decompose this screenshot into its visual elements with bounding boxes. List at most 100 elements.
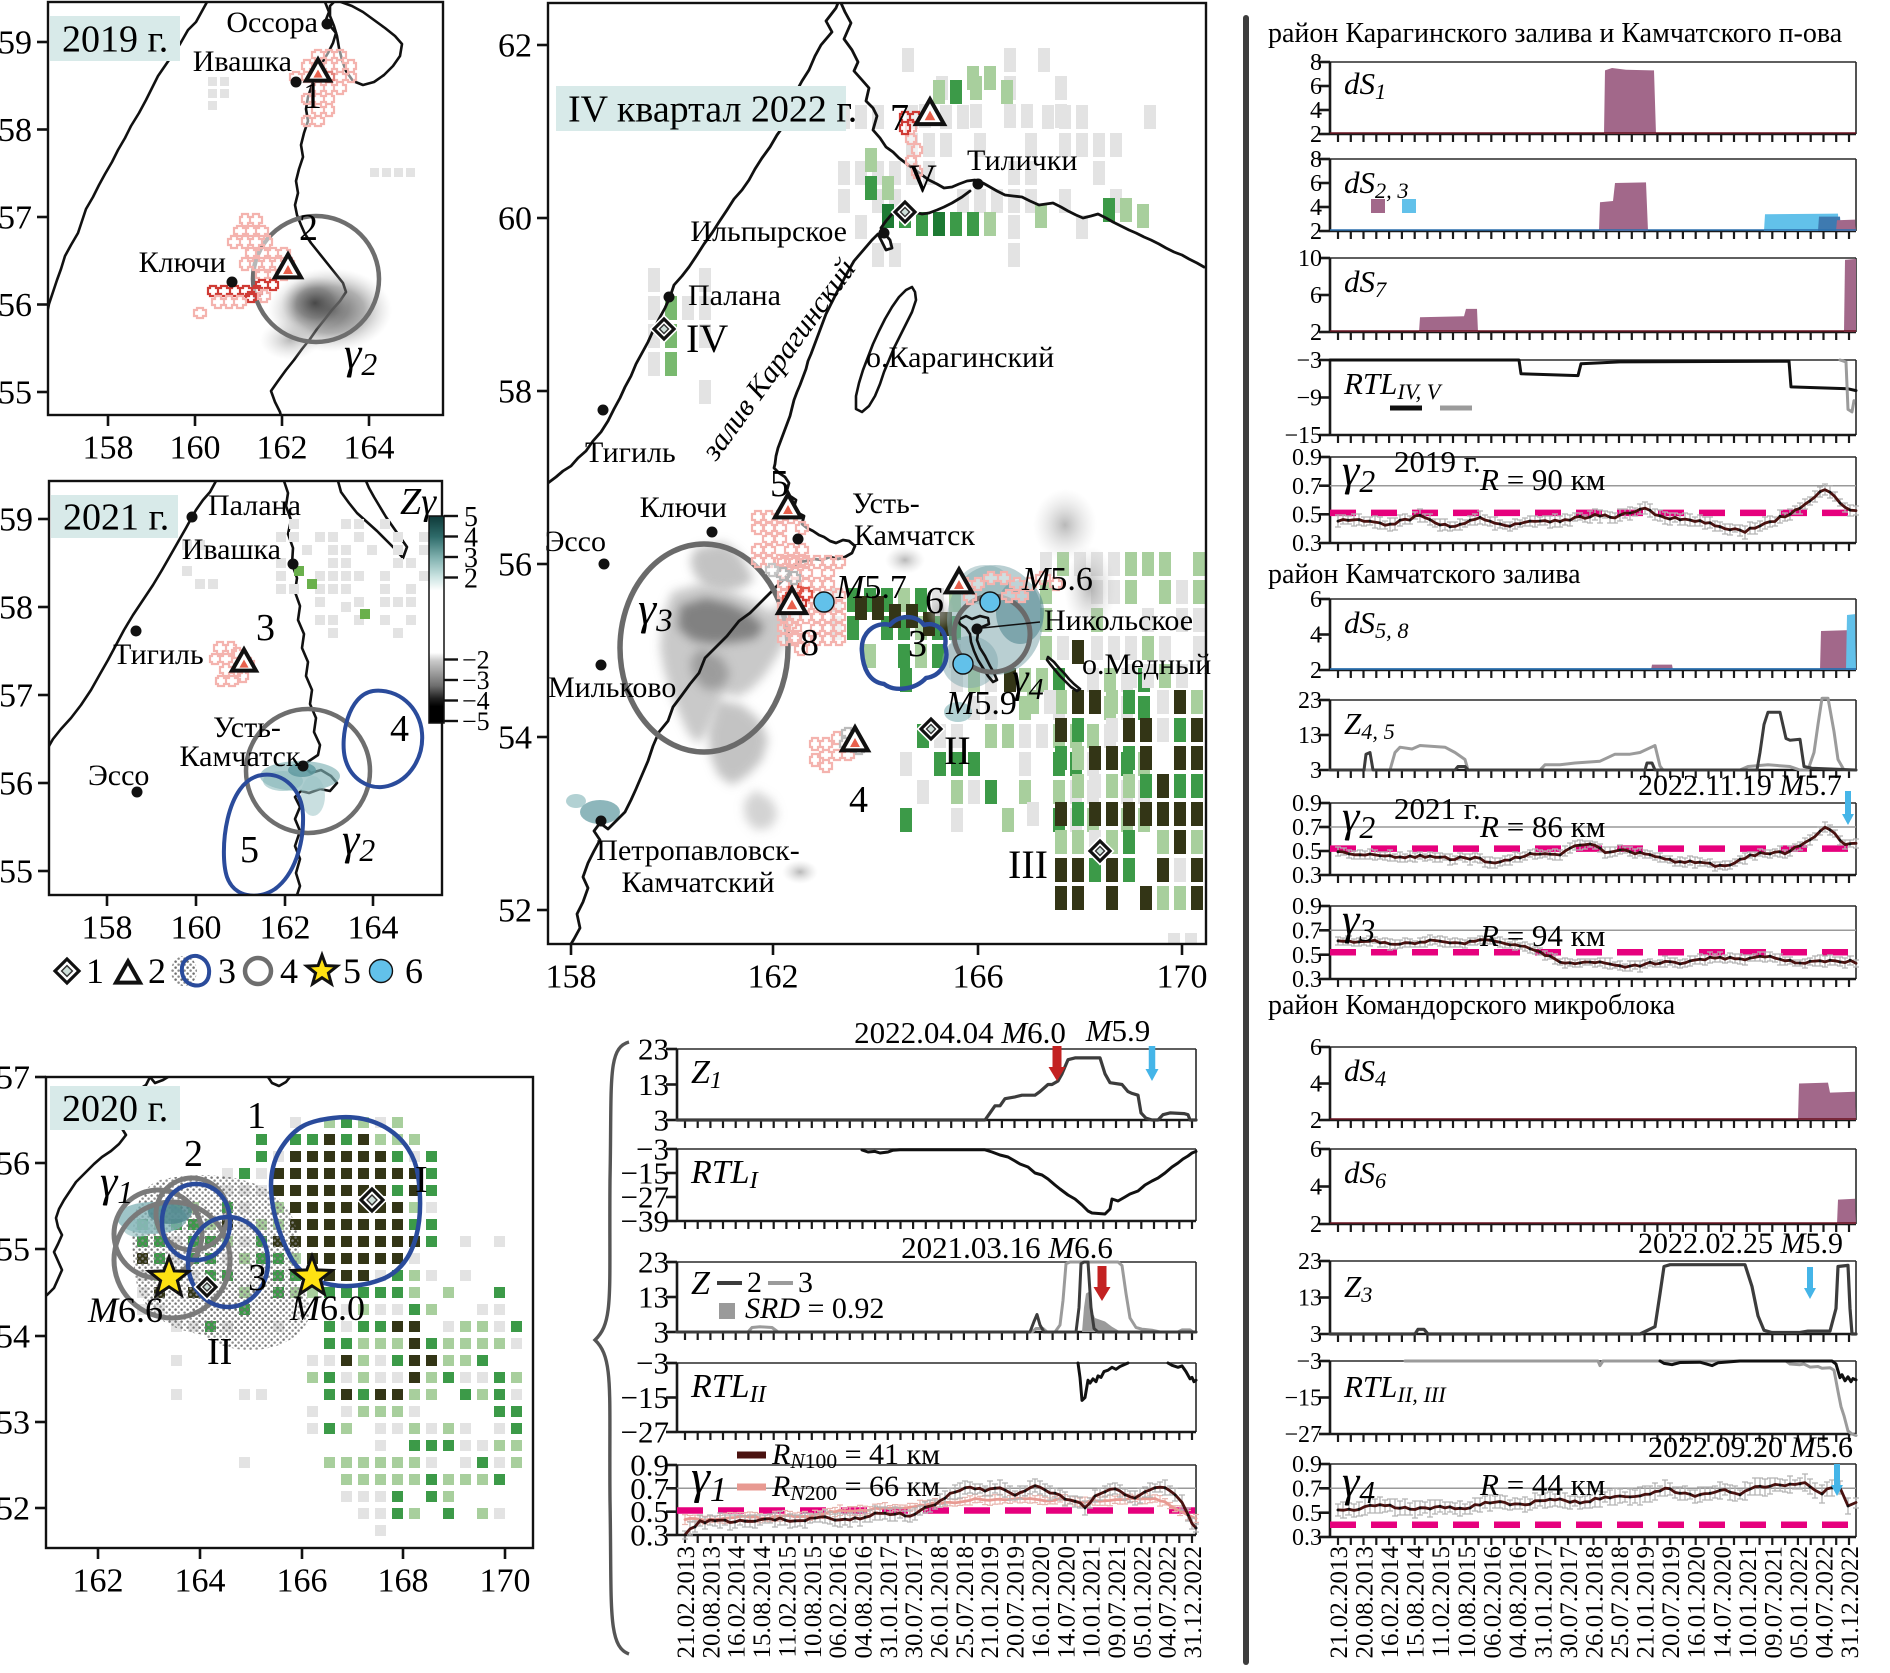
svg-text:2022.02.25 M5.9: 2022.02.25 M5.9 [1638,1227,1843,1260]
svg-text:2021.03.16 M6.6: 2021.03.16 M6.6 [901,1230,1113,1265]
svg-text:3: 3 [1310,758,1322,784]
svg-text:58: 58 [498,374,532,411]
svg-text:район Карагинского залива и Ка: район Карагинского залива и Камчатского … [1268,18,1843,49]
svg-text:Ильпырское: Ильпырское [690,215,847,248]
svg-text:31.01.2017: 31.01.2017 [876,1546,903,1659]
svg-text:8: 8 [1310,50,1322,76]
svg-text:60: 60 [498,201,532,238]
svg-text:56: 56 [0,287,32,324]
svg-text:Камчатск: Камчатск [854,519,975,552]
svg-text:05.01.2022: 05.01.2022 [1129,1546,1156,1659]
svg-text:8: 8 [800,622,819,664]
svg-text:Палана: Палана [688,279,781,312]
svg-text:11.02.2015: 11.02.2015 [1428,1546,1455,1658]
svg-text:2: 2 [1310,1212,1322,1238]
svg-text:Усть-: Усть- [213,711,281,744]
svg-text:M5.9: M5.9 [1085,1013,1151,1048]
svg-text:Оссора: Оссора [226,6,318,39]
svg-text:M5.7: M5.7 [835,569,907,606]
svg-text:R = 44 км: R = 44 км [1479,1467,1605,1502]
svg-text:0.7: 0.7 [1292,474,1322,500]
svg-text:−15: −15 [1284,1386,1322,1412]
svg-text:04.08.2016: 04.08.2016 [1505,1546,1532,1659]
svg-text:4: 4 [1310,195,1322,221]
svg-text:о.Карагинский: о.Карагинский [866,341,1054,374]
svg-text:V: V [908,156,937,201]
svg-text:0.5: 0.5 [1292,943,1322,969]
svg-text:3: 3 [654,1103,670,1138]
svg-text:Ключи: Ключи [139,246,226,279]
svg-text:3: 3 [218,951,236,991]
svg-text:23: 23 [638,1245,669,1280]
svg-text:16.01.2020: 16.01.2020 [1028,1546,1055,1659]
svg-text:−5: −5 [462,707,490,736]
svg-text:20.08.2013: 20.08.2013 [698,1546,725,1659]
svg-text:26.01.2018: 26.01.2018 [927,1546,954,1659]
svg-text:55: 55 [0,854,33,891]
svg-text:30.07.2017: 30.07.2017 [901,1546,928,1659]
svg-text:21.01.2019: 21.01.2019 [1633,1546,1660,1659]
svg-text:−3: −3 [1296,1349,1322,1375]
svg-text:I: I [415,1159,428,1201]
svg-text:6: 6 [405,951,423,991]
svg-text:IV квартал 2022 г.: IV квартал 2022 г. [568,88,857,130]
svg-text:04.07.2022: 04.07.2022 [1155,1546,1182,1659]
svg-text:III: III [1008,842,1048,887]
svg-text:II: II [207,1331,232,1373]
svg-text:SRD = 0.92: SRD = 0.92 [745,1292,884,1325]
svg-text:162: 162 [748,958,799,995]
svg-text:5: 5 [343,951,361,991]
svg-text:−15: −15 [621,1156,669,1191]
svg-text:Эссо: Эссо [88,759,149,792]
svg-text:160: 160 [171,909,222,946]
svg-text:0.3: 0.3 [1292,531,1322,557]
svg-text:166: 166 [277,1562,328,1599]
svg-text:2: 2 [747,1266,762,1299]
svg-text:20.07.2019: 20.07.2019 [1003,1546,1030,1659]
svg-text:3: 3 [908,623,927,665]
svg-text:dS4: dS4 [1344,1053,1386,1091]
svg-text:4: 4 [1310,1072,1322,1098]
svg-text:164: 164 [344,429,395,466]
svg-text:−9: −9 [1296,386,1322,412]
svg-text:164: 164 [175,1562,226,1599]
svg-text:0.9: 0.9 [1292,445,1322,471]
svg-text:15.08.2014: 15.08.2014 [749,1546,776,1659]
svg-text:Петропавловск-: Петропавловск- [596,834,799,867]
svg-text:13: 13 [1298,1286,1322,1312]
svg-text:21.01.2019: 21.01.2019 [977,1546,1004,1659]
svg-text:30.07.2017: 30.07.2017 [1556,1546,1583,1659]
svg-text:3: 3 [654,1315,670,1350]
svg-text:10.01.2021: 10.01.2021 [1735,1546,1762,1659]
svg-text:4: 4 [280,951,298,991]
svg-text:20.07.2019: 20.07.2019 [1658,1546,1685,1659]
svg-text:0.5: 0.5 [630,1494,669,1529]
svg-text:16.01.2020: 16.01.2020 [1684,1546,1711,1659]
svg-text:R = 86 км: R = 86 км [1479,809,1605,844]
svg-text:0.9: 0.9 [1292,791,1322,817]
svg-text:31.12.2022: 31.12.2022 [1837,1546,1864,1659]
svg-text:0.5: 0.5 [1292,839,1322,865]
svg-text:162: 162 [257,429,308,466]
svg-text:05.01.2022: 05.01.2022 [1786,1546,1813,1659]
svg-text:170: 170 [480,1562,531,1599]
svg-text:3: 3 [798,1266,813,1299]
svg-text:Эссо: Эссо [545,525,606,558]
svg-text:0.3: 0.3 [630,1518,669,1553]
svg-text:25.07.2018: 25.07.2018 [952,1546,979,1659]
svg-text:−27: −27 [621,1415,669,1450]
svg-text:56: 56 [0,1146,30,1183]
svg-text:2022.04.04 M6.0: 2022.04.04 M6.0 [854,1015,1066,1050]
svg-text:21.02.2013: 21.02.2013 [1326,1546,1353,1659]
svg-text:0.9: 0.9 [630,1448,669,1483]
svg-text:158: 158 [546,958,597,995]
svg-text:52: 52 [498,893,532,930]
svg-text:21.02.2013: 21.02.2013 [673,1546,700,1659]
svg-text:52: 52 [0,1491,30,1528]
svg-text:20.08.2013: 20.08.2013 [1352,1546,1379,1659]
svg-text:16.02.2014: 16.02.2014 [724,1546,751,1659]
svg-text:Камчатский: Камчатский [621,866,774,899]
svg-text:5: 5 [240,829,259,871]
svg-text:168: 168 [378,1562,429,1599]
svg-text:06.02.2016: 06.02.2016 [1479,1546,1506,1659]
